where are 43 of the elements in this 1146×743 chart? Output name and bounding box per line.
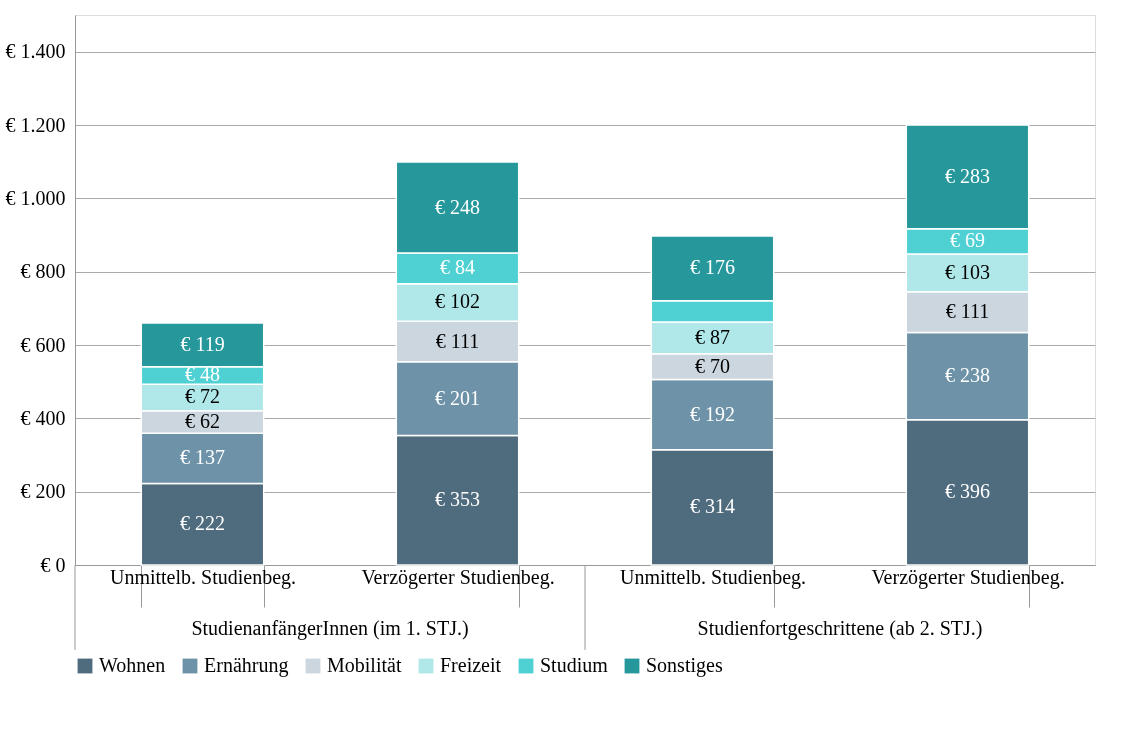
data-label: € 314 — [690, 495, 735, 518]
y-tick-label: € 200 — [20, 480, 66, 503]
data-label: € 201 — [435, 386, 480, 409]
x-tick-label: Unmittelb. Studienbeg. — [109, 565, 297, 589]
data-label: € 103 — [945, 260, 990, 283]
data-label: € 176 — [690, 256, 735, 279]
y-tick-label: € 0 — [40, 553, 66, 576]
data-label: € 72 — [185, 385, 220, 408]
text: Studienfortgeschrittene (ab 2. STJ.) — [697, 617, 983, 640]
data-label: € 87 — [695, 325, 730, 348]
legend-label: Ernährung — [204, 654, 289, 677]
data-label: € 70 — [695, 354, 730, 377]
x-tick-label: Verzögerter Studienbeg. — [361, 565, 555, 589]
y-tick-label: € 800 — [20, 260, 66, 283]
data-label: € 84 — [440, 256, 475, 279]
data-label: € 283 — [945, 164, 990, 187]
legend-label: Mobilität — [327, 654, 402, 676]
y-tick-label: € 1.400 — [5, 40, 66, 63]
legend-label: Freizeit — [440, 654, 502, 676]
data-label: € 238 — [945, 364, 990, 387]
x-tick-label: Verzögerter Studienbeg. — [871, 565, 1065, 589]
legend-label: Wohnen — [99, 654, 166, 676]
y-tick-label: € 1.200 — [5, 113, 66, 136]
data-label: € 111 — [945, 300, 990, 323]
y-tick-label: € 400 — [20, 406, 66, 429]
data-label: € 248 — [435, 195, 480, 218]
data-label: € 48 — [185, 363, 220, 386]
data-label: € 396 — [945, 480, 990, 503]
data-label: € 62 — [185, 410, 220, 432]
data-label: € 102 — [435, 290, 480, 313]
data-label: € 119 — [180, 332, 225, 355]
y-tick-label: € 600 — [20, 333, 66, 356]
y-tick-label: € 1.000 — [5, 186, 66, 209]
text: StudienanfängerInnen (im 1. STJ.) — [191, 617, 469, 640]
data-label: € 111 — [435, 329, 480, 352]
data-label: € 69 — [950, 229, 985, 252]
legend-label: Sonstiges — [646, 654, 723, 677]
data-label: € 192 — [690, 402, 735, 425]
data-label: € 222 — [180, 512, 225, 535]
data-label: € 353 — [435, 488, 480, 511]
data-label: € 137 — [180, 446, 225, 469]
x-tick-label: Unmittelb. Studienbeg. — [619, 565, 807, 589]
legend-label: Studium — [540, 654, 609, 676]
